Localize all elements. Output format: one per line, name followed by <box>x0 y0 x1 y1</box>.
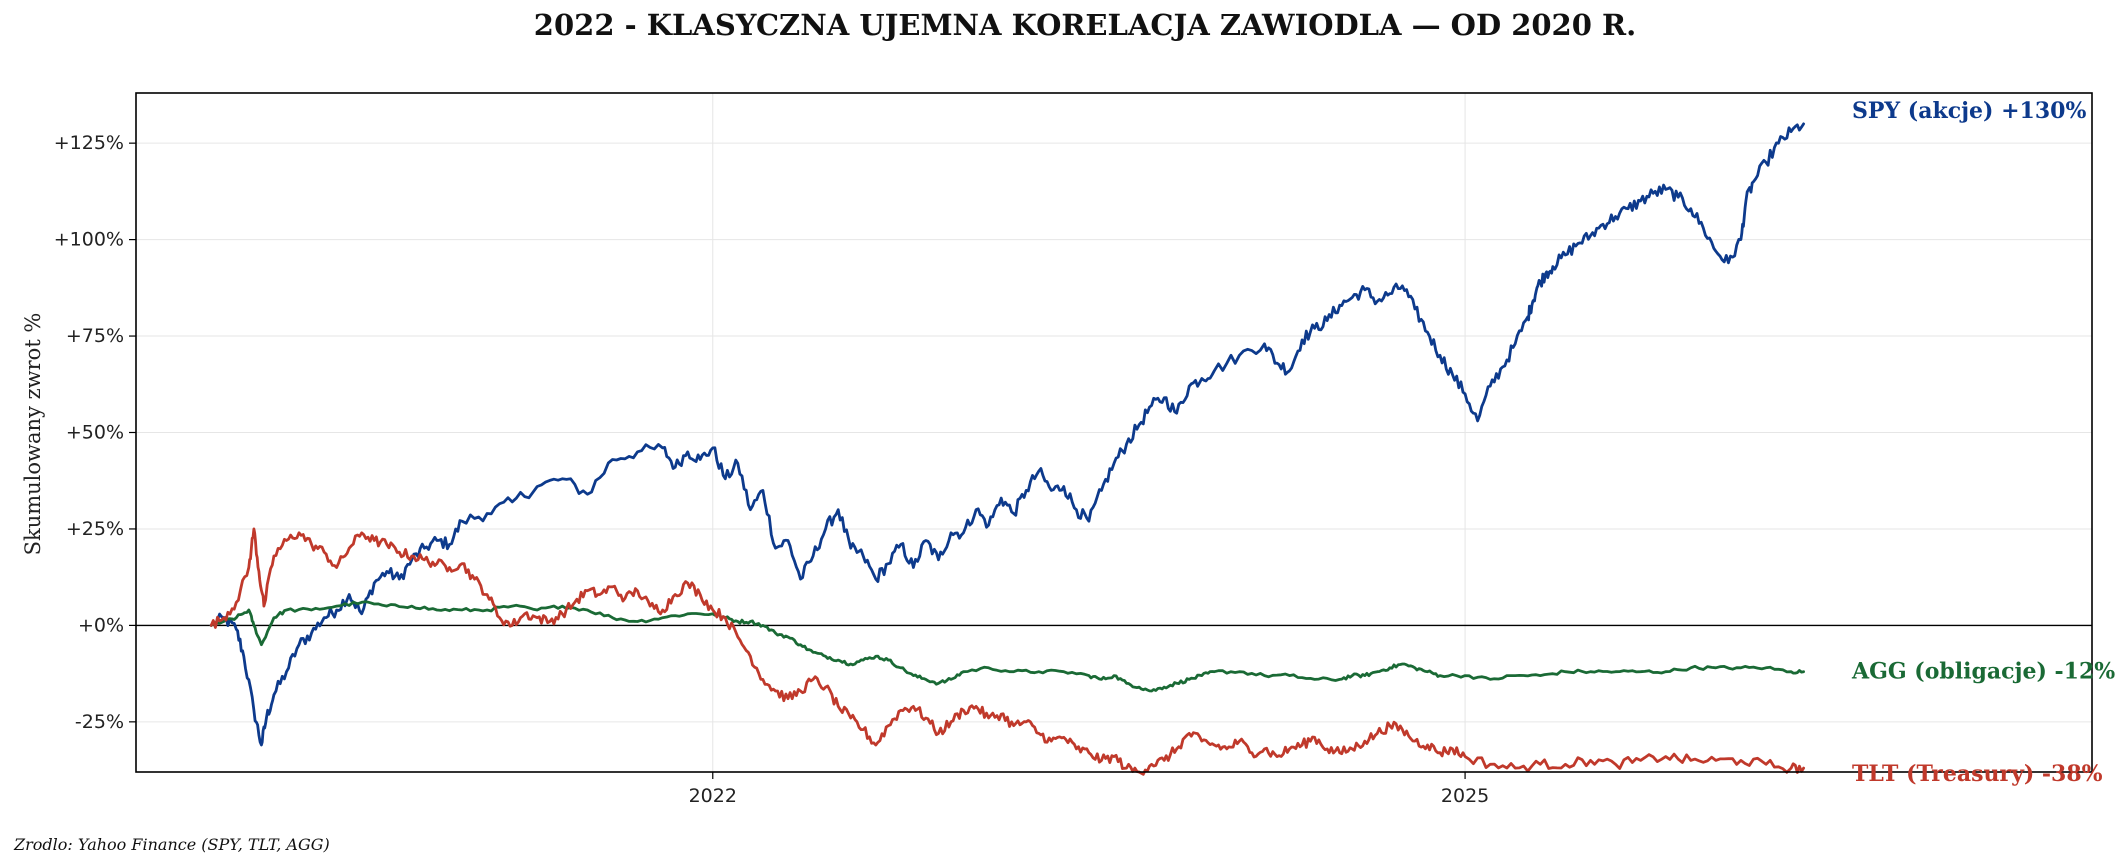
y-tick-label: +0% <box>78 614 124 636</box>
series-line-agg <box>209 600 1805 693</box>
source-note: Zrodlo: Yahoo Finance (SPY, TLT, AGG) <box>13 835 330 854</box>
y-axis-label: Skumulowany zwrot % <box>21 313 45 556</box>
series-line-spy <box>209 122 1805 747</box>
series-labels: SPY (akcje) +130% AGG (obligacje) -12% TLT… <box>1851 98 2115 787</box>
x-tick-label: 2022 <box>689 785 737 807</box>
axis-ticks: -25% +0% +25% +50% +75% +100% +125% 2022 2025 <box>54 132 1490 807</box>
series-label-spy: SPY (akcje) +130% <box>1852 98 2086 124</box>
y-tick-label: +75% <box>66 325 124 347</box>
x-tick-label: 2025 <box>1441 785 1489 807</box>
series-label-agg: AGG (obligacje) -12% <box>1851 659 2115 685</box>
series-line-tlt <box>209 527 1805 776</box>
chart-title: 2022 - KLASYCZNA UJEMNA KORELACJA ZAWIOD… <box>534 8 1636 42</box>
y-tick-label: +125% <box>54 132 124 154</box>
series-lines <box>209 122 1805 776</box>
series-label-tlt: TLT (Treasury) -38% <box>1852 761 2103 787</box>
y-tick-label: +100% <box>54 229 124 251</box>
y-tick-label: +25% <box>66 518 124 540</box>
y-tick-label: +50% <box>66 422 124 444</box>
y-tick-label: -25% <box>75 711 124 733</box>
